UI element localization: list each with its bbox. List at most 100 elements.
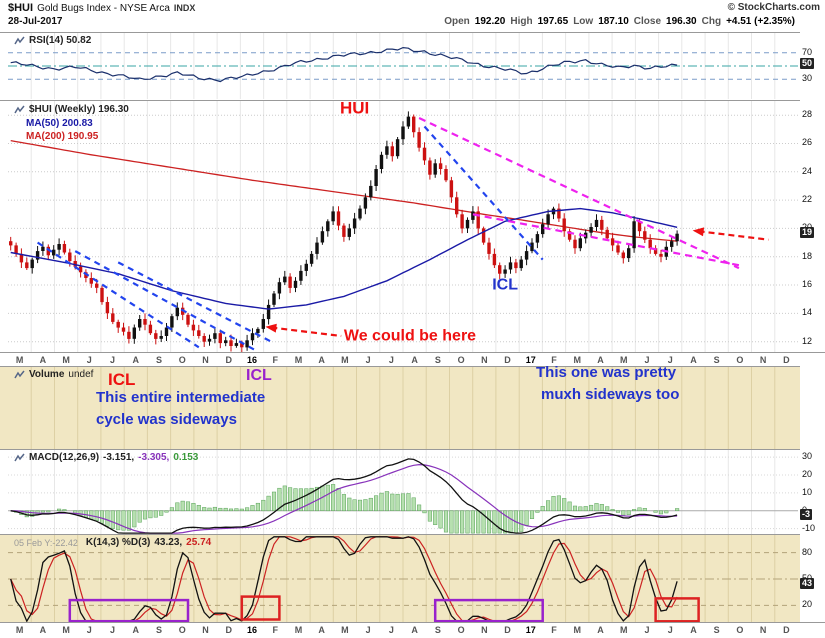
month-label: D [504, 625, 511, 635]
axis-label: 24 [802, 165, 813, 176]
month-label: J [388, 625, 394, 635]
month-label: F [272, 355, 278, 365]
month-label: J [388, 355, 394, 365]
axis-label: 26 [802, 137, 813, 148]
month-label: A [690, 625, 697, 635]
month-label: M [573, 625, 582, 635]
axis-label: 14 [802, 307, 813, 318]
month-label: M [341, 625, 349, 635]
quote-bar: Open 192.20 High 197.65 Low 187.10 Close 196… [444, 16, 795, 27]
svg-text:We could be here: We could be here [344, 327, 476, 344]
month-label: A [39, 625, 47, 635]
month-label: N [481, 355, 488, 365]
macd-hist-value: 0.153 [173, 452, 199, 463]
macd-signal-value: -3.305, [138, 452, 170, 463]
axis-label: 20 [802, 599, 813, 610]
close-value: 196.30 [666, 16, 697, 27]
low-label: Low [573, 16, 594, 27]
stoch-d-value: 25.74 [186, 537, 212, 548]
high-label: High [510, 16, 533, 27]
volume-label-text: Volume [29, 369, 65, 380]
month-label: D [225, 625, 232, 635]
month-label: S [713, 355, 720, 365]
month-label: O [736, 355, 744, 365]
indicator-icon [14, 370, 25, 378]
volume-value: undef [68, 369, 94, 380]
axis-label: 20 [802, 469, 813, 480]
month-label: F [551, 625, 557, 635]
month-label: O [457, 625, 465, 635]
macd-label: MACD(12,26,9) -3.151, -3.305, 0.153 [14, 452, 198, 463]
annotation-text: This one was pretty [536, 364, 677, 381]
month-label: F [551, 355, 557, 365]
low-value: 187.10 [598, 16, 629, 27]
macd-label-text: MACD(12,26,9) [29, 452, 100, 463]
ma50-label: MA(50) 200.83 [26, 118, 93, 129]
month-label: A [411, 625, 418, 635]
axis-label: 80 [802, 546, 813, 557]
month-label: M [15, 625, 24, 635]
chg-value: +4.51 (+2.35%) [726, 16, 795, 27]
axis-label: 30 [802, 451, 813, 462]
price-label-text: $HUI (Weekly) 196.30 [29, 104, 129, 115]
title-bar: $HUI Gold Bugs Index - NYSE Arca INDX [8, 2, 195, 14]
axis-label: 12 [802, 335, 813, 346]
month-label: J [86, 625, 92, 635]
volume-panel: ICL ICL This entire intermediate cycle was … [0, 364, 800, 450]
volume-label: Volume undef [14, 369, 93, 380]
price-plot[interactable]: HUI ICL We could be here [0, 99, 800, 353]
index-name: Gold Bugs Index - NYSE Arca [37, 3, 170, 14]
annotation-text: This entire intermediate [96, 389, 266, 406]
month-label: M [341, 355, 349, 365]
month-label: A [132, 355, 140, 365]
axis-current-value: 50 [800, 58, 815, 70]
price-label: $HUI (Weekly) 196.30 [14, 104, 129, 115]
month-label: M [619, 625, 628, 635]
candles [9, 111, 679, 353]
macd-histogram [14, 484, 680, 534]
axis-label: 70 [802, 46, 813, 57]
month-label: N [481, 625, 488, 635]
stoch-note: 05 Feb Y:-22.42 [14, 537, 78, 548]
high-value: 197.65 [537, 16, 569, 27]
macd-value: -3.151, [103, 452, 135, 463]
svg-text:HUI: HUI [340, 101, 369, 118]
month-label: A [39, 355, 47, 365]
chart-date: 28-Jul-2017 [8, 16, 63, 27]
month-label: N [759, 355, 767, 365]
volume-plot[interactable] [0, 367, 800, 450]
month-label: N [759, 625, 767, 635]
axis-label: 16 [802, 279, 813, 290]
month-label: 16 [246, 355, 257, 365]
month-label: O [736, 625, 744, 635]
month-label: 17 [525, 625, 536, 635]
macd-plot[interactable] [0, 450, 800, 534]
axis-label: 28 [802, 109, 813, 120]
stoch-label-text: K(14,3) %D(3) [85, 537, 151, 548]
month-label: M [619, 355, 628, 365]
month-label: S [156, 355, 163, 365]
axis-label: 10 [802, 486, 813, 497]
month-label: J [644, 625, 650, 635]
rsi-plot[interactable] [0, 33, 800, 99]
exchange: INDX [173, 3, 196, 13]
annotation-text: cycle was sideways [96, 411, 237, 428]
axis-label: 22 [802, 194, 813, 205]
month-label: A [597, 355, 604, 365]
month-axis-bottom: M A M J J A S O N D 16 F M A M J J A S O N D 17 F M A M J J A S O N D [0, 622, 825, 638]
month-label: D [504, 355, 511, 365]
month-label: A [690, 355, 697, 365]
axis-current-value: 43 [800, 577, 815, 589]
rsi-label: RSI(14) 50.82 [14, 35, 91, 46]
month-label: J [86, 355, 92, 365]
stoch-plot[interactable] [0, 535, 800, 623]
stoch-panel [0, 534, 800, 623]
month-label: F [272, 625, 278, 635]
month-label: A [318, 625, 325, 635]
month-label: A [411, 355, 418, 365]
month-label: 17 [525, 355, 536, 365]
credit-link[interactable]: © StockCharts.com [727, 2, 820, 13]
month-label: N [202, 625, 209, 635]
month-label: J [644, 355, 650, 365]
month-label: O [457, 355, 465, 365]
